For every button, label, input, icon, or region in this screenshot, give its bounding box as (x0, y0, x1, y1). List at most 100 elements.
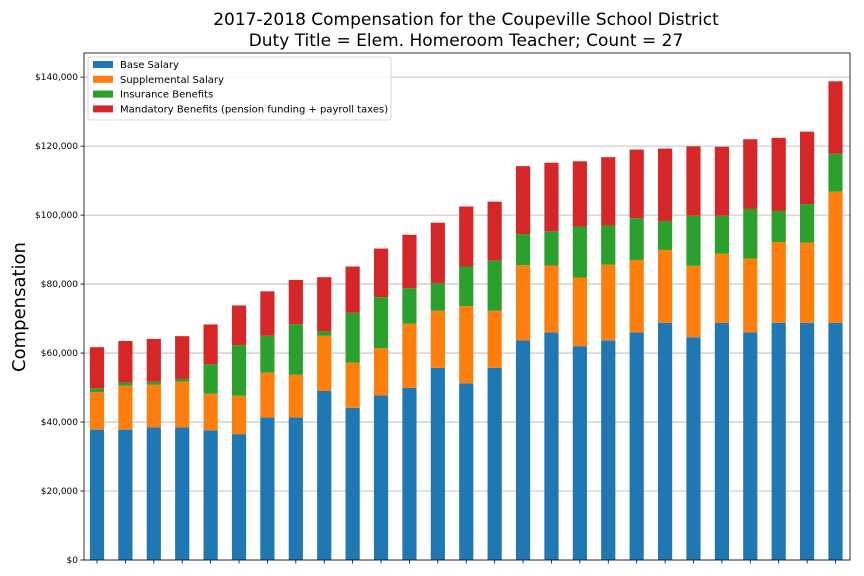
bar-segment (89, 429, 105, 560)
bar-segment (288, 279, 303, 325)
bar-segment (799, 131, 815, 205)
y-tick-label: $120,000 (35, 142, 78, 152)
y-tick-label: $100,000 (35, 211, 78, 221)
chart-title: 2017-2018 Compensation for the Coupevill… (213, 10, 719, 30)
bar-segment (629, 149, 644, 219)
bar-segment (714, 215, 729, 254)
bar-segment (345, 407, 360, 560)
bar-segment (657, 220, 673, 250)
bar-segment (260, 335, 275, 373)
bar-segment (373, 348, 389, 396)
legend-swatch (93, 61, 113, 68)
bar-segment (373, 297, 389, 349)
bar-segment (430, 283, 445, 311)
bar-segment (203, 393, 218, 431)
y-tick-label: $20,000 (41, 487, 78, 497)
bar-segment (686, 265, 701, 338)
bar-segment (743, 208, 758, 259)
bar-segment (231, 305, 247, 346)
bar-segment (515, 166, 531, 235)
bar-segment (317, 331, 332, 336)
bar-segment (743, 332, 758, 560)
bar-segment (203, 430, 218, 560)
bar-segment (601, 264, 616, 341)
y-tick-label: $80,000 (41, 280, 78, 290)
legend-box (87, 56, 392, 121)
bar-segment (231, 434, 247, 560)
bar-segment (260, 372, 275, 418)
legend-label: Insurance Benefits (120, 90, 213, 101)
bar-segment (601, 340, 616, 560)
legend-swatch (93, 105, 113, 113)
legend-label: Base Salary (120, 60, 179, 71)
bar-segment (146, 381, 161, 385)
bar-segment (430, 310, 445, 368)
bar-segment (118, 429, 133, 560)
bar-segment (714, 322, 729, 560)
bar-segment (317, 277, 332, 332)
bar-segment (828, 81, 843, 154)
y-tick-label: $40,000 (41, 418, 78, 428)
bar-segment (402, 387, 417, 560)
bar-segment (317, 335, 332, 391)
bar-segment (487, 260, 502, 311)
bar-segment (828, 191, 843, 323)
bar-segment (288, 374, 303, 418)
plot-frame (83, 52, 851, 561)
bar-segment (515, 340, 531, 560)
bar-segment (572, 277, 587, 347)
bar-segment (515, 265, 531, 341)
y-axis-label: Compensation (9, 242, 30, 372)
bar-segment (799, 322, 815, 560)
bar-segment (373, 248, 389, 298)
bar-segment (828, 322, 843, 560)
bar-segment (771, 242, 786, 323)
bar-segment (515, 234, 531, 266)
bar-segment (487, 367, 502, 560)
bar-segment (89, 392, 105, 430)
bar-segment (402, 323, 417, 388)
bar-segment (629, 218, 644, 260)
y-tick-label: $0 (67, 556, 79, 566)
bar-segment (544, 332, 559, 560)
bar-segment (771, 210, 786, 243)
bar-segment (260, 291, 275, 336)
y-tick-label: $140,000 (35, 73, 78, 83)
bar-segment (686, 215, 701, 266)
y-tick-label: $60,000 (41, 349, 78, 359)
bar-segment (146, 427, 161, 560)
bar-segment (714, 253, 729, 323)
bar-segment (231, 345, 247, 396)
bar-segment (686, 146, 701, 216)
bar-segment (601, 225, 616, 265)
bar-segment (544, 162, 559, 232)
bar-segment (288, 417, 303, 560)
bar-segment (231, 395, 247, 435)
legend-swatch (93, 90, 113, 98)
bar-segment (601, 157, 616, 226)
bar-segment (175, 381, 190, 428)
bar-segment (629, 259, 644, 333)
bar-segment (373, 395, 389, 560)
bar-segment (572, 161, 587, 227)
bar-segment (345, 312, 360, 363)
bar-segment (487, 310, 502, 368)
bar-segment (430, 222, 445, 284)
bar-segment (459, 206, 474, 267)
bar-segment (118, 340, 133, 383)
bar-segment (345, 266, 360, 313)
bar-segment (317, 391, 332, 560)
bar-segment (118, 382, 133, 386)
bar-segment (402, 234, 417, 289)
bar-segment (118, 385, 133, 430)
bar-segment (146, 338, 161, 382)
bar-segment (89, 347, 105, 389)
legend-swatch (93, 75, 113, 83)
bar-segment (288, 324, 303, 375)
bar-segment (771, 137, 786, 211)
bar-segment (203, 364, 218, 394)
bar-segment (487, 201, 502, 261)
y-axis: $0 $20,000 $40,000 $60,000 $80,000 $100,000 $1… (35, 73, 84, 566)
bar-segment (544, 231, 559, 266)
